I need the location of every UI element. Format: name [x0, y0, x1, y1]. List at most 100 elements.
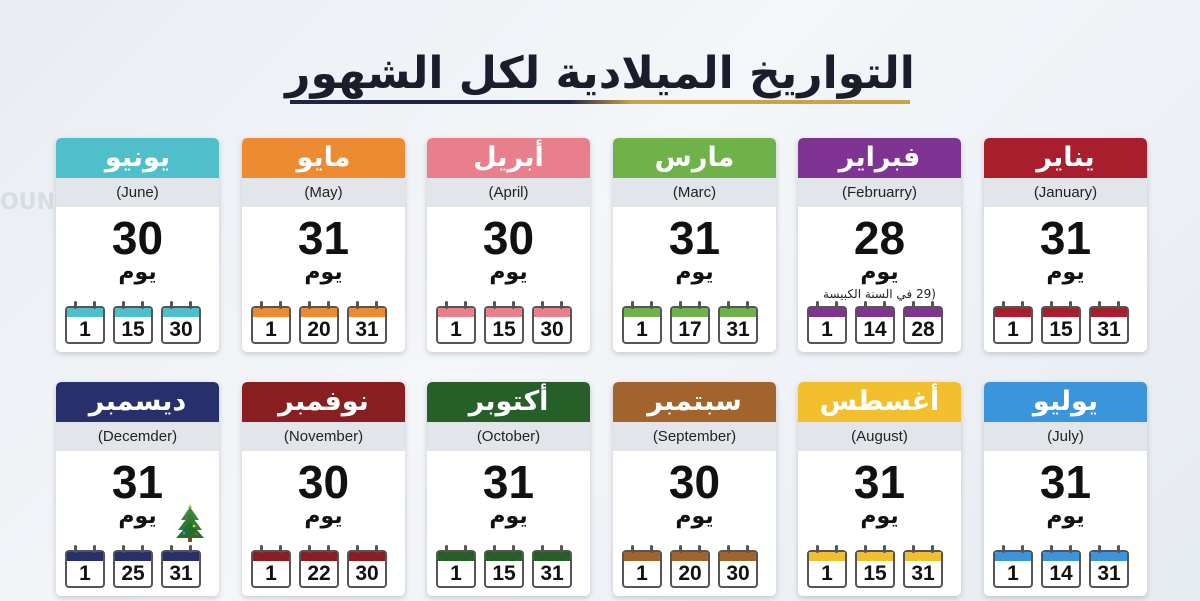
calendar-date-number: 31 [355, 318, 379, 341]
date-icons: 1 15 30 [436, 300, 581, 344]
calendar-date-number: 25 [121, 562, 145, 585]
month-name: يناير [984, 138, 1147, 178]
calendar-icon: 1 [622, 545, 662, 588]
month-card: أبريل (April) 30 يوم 1 15 30 [427, 138, 590, 352]
month-latin-name: (September) [613, 422, 776, 451]
month-name: ديسمبر [56, 382, 219, 422]
date-icons: 1 20 30 [622, 544, 767, 588]
calendar-icon: 1 [436, 301, 476, 344]
month-latin-name: (May) [242, 178, 405, 207]
days-count: 30 [297, 456, 350, 508]
calendar-icon: 1 [436, 545, 476, 588]
calendar-icon: 30 [161, 301, 201, 344]
days-unit-label: يوم [304, 504, 343, 529]
calendar-icon: 1 [807, 301, 847, 344]
days-unit-label: يوم [304, 260, 343, 285]
calendar-date-number: 1 [636, 318, 648, 341]
calendar-icon: 30 [718, 545, 758, 588]
calendar-date-number: 31 [1097, 562, 1121, 585]
days-unit-label: يوم [118, 504, 157, 529]
calendar-date-number: 1 [265, 562, 277, 585]
month-card: سبتمبر (September) 30 يوم 1 20 30 [613, 382, 776, 596]
calendar-icon: 14 [855, 301, 895, 344]
calendar-icon: 31 [347, 301, 387, 344]
days-unit-label: يوم [675, 504, 714, 529]
calendar-icon: 31 [718, 301, 758, 344]
date-icons: 1 15 31 [436, 544, 581, 588]
days-count: 31 [297, 212, 350, 264]
days-count: 31 [111, 456, 164, 508]
calendar-icon: 1 [807, 545, 847, 588]
days-count: 31 [1039, 456, 1092, 508]
calendar-date-number: 1 [821, 318, 833, 341]
date-icons: 1 25 31 [65, 544, 210, 588]
month-latin-name: (Marc) [613, 178, 776, 207]
calendar-icon: 28 [903, 301, 943, 344]
days-unit-label: يوم [118, 260, 157, 285]
calendar-date-number: 14 [863, 318, 887, 341]
calendar-icon: 25 [113, 545, 153, 588]
title-container: التواريخ الميلادية لكل الشهور [0, 44, 1200, 104]
calendar-date-number: 1 [1007, 562, 1019, 585]
calendar-date-number: 30 [540, 318, 564, 341]
days-count: 31 [668, 212, 721, 264]
days-count: 31 [482, 456, 535, 508]
month-name: فبراير [798, 138, 961, 178]
month-name: يوليو [984, 382, 1147, 422]
calendar-date-number: 31 [540, 562, 564, 585]
calendar-icon: 20 [299, 301, 339, 344]
month-card: يناير (January) 31 يوم 1 15 31 [984, 138, 1147, 352]
calendar-date-number: 15 [1049, 318, 1073, 341]
days-count: 30 [111, 212, 164, 264]
days-unit-label: يوم [860, 260, 899, 285]
calendar-date-number: 30 [726, 562, 750, 585]
calendar-date-number: 15 [121, 318, 145, 341]
calendar-icon: 15 [1041, 301, 1081, 344]
calendar-icon: 20 [670, 545, 710, 588]
calendar-icon: 1 [993, 545, 1033, 588]
calendar-icon: 15 [484, 545, 524, 588]
days-count: 28 [853, 212, 906, 264]
calendar-icon: 1 [993, 301, 1033, 344]
days-unit-label: يوم [860, 504, 899, 529]
calendar-icon: 1 [251, 545, 291, 588]
title-underline [290, 100, 910, 104]
month-card: أكتوبر (October) 31 يوم 1 15 31 [427, 382, 590, 596]
days-count: 30 [482, 212, 535, 264]
background-calendar-art: OUN [0, 190, 55, 215]
calendar-date-number: 1 [265, 318, 277, 341]
calendar-icon: 15 [113, 301, 153, 344]
month-name: نوفمبر [242, 382, 405, 422]
month-latin-name: (April) [427, 178, 590, 207]
days-unit-label: يوم [1046, 504, 1085, 529]
month-latin-name: (July) [984, 422, 1147, 451]
page-title: التواريخ الميلادية لكل الشهور [285, 48, 915, 99]
calendar-icon: 31 [903, 545, 943, 588]
calendar-date-number: 1 [821, 562, 833, 585]
month-latin-name: (Februarry) [798, 178, 961, 207]
date-icons: 1 15 30 [65, 300, 210, 344]
calendar-date-number: 1 [636, 562, 648, 585]
calendar-icon: 30 [347, 545, 387, 588]
calendar-icon: 17 [670, 301, 710, 344]
calendar-date-number: 20 [678, 562, 702, 585]
calendar-date-number: 14 [1049, 562, 1073, 585]
calendar-date-number: 1 [79, 318, 91, 341]
calendar-icon: 31 [161, 545, 201, 588]
calendar-date-number: 1 [1007, 318, 1019, 341]
christmas-tree-icon [176, 504, 204, 542]
month-name: أكتوبر [427, 382, 590, 422]
date-icons: 1 20 31 [251, 300, 396, 344]
month-card: يوليو (July) 31 يوم 1 14 31 [984, 382, 1147, 596]
month-card: يونيو (June) 30 يوم 1 15 30 [56, 138, 219, 352]
calendar-icon: 31 [532, 545, 572, 588]
calendar-date-number: 15 [492, 318, 516, 341]
calendar-date-number: 31 [911, 562, 935, 585]
calendar-date-number: 17 [678, 318, 702, 341]
days-unit-label: يوم [489, 260, 528, 285]
calendar-date-number: 1 [79, 562, 91, 585]
month-latin-name: (October) [427, 422, 590, 451]
month-name: أبريل [427, 138, 590, 178]
date-icons: 1 14 31 [993, 544, 1138, 588]
month-name: أغسطس [798, 382, 961, 422]
